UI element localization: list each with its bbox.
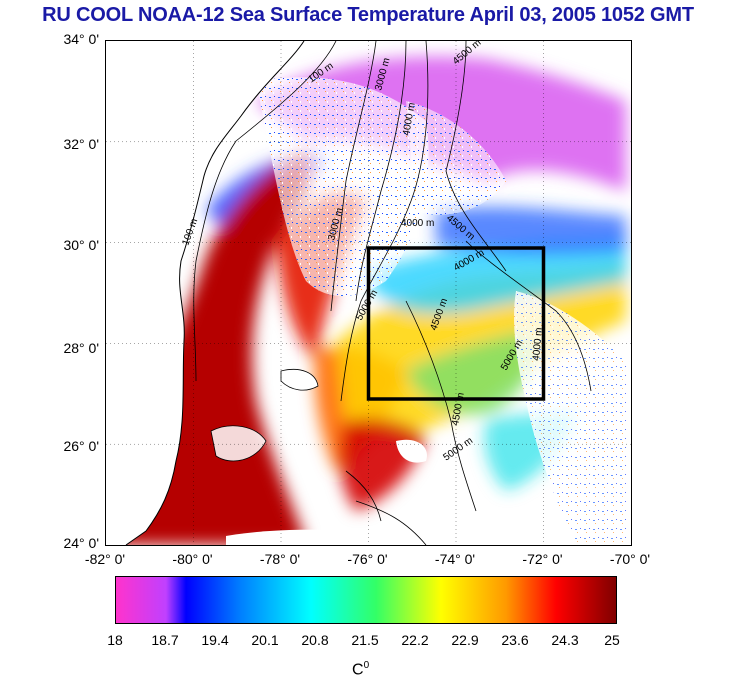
colorbar-tick: 20.1	[251, 632, 279, 648]
lat-label: 24° 0'	[63, 535, 99, 551]
map-title: RU COOL NOAA-12 Sea Surface Temperature …	[42, 4, 694, 26]
lat-label: 26° 0'	[63, 438, 99, 454]
lon-label: -82° 0'	[84, 551, 126, 567]
lat-label: 28° 0'	[63, 340, 99, 356]
contour-label: 4000 m	[401, 218, 434, 229]
study-box	[366, 246, 546, 401]
colorbar-unit: C0	[352, 660, 370, 679]
color-scale-bar	[115, 576, 617, 624]
lon-label: -78° 0'	[259, 551, 301, 567]
colorbar-tick: 20.8	[301, 632, 329, 648]
colorbar-tick: 24.3	[551, 632, 579, 648]
lon-label: -76° 0'	[347, 551, 388, 567]
colorbar-tick: 19.4	[201, 632, 229, 648]
lat-label: 30° 0'	[63, 237, 99, 253]
colorbar-tick: 18.7	[151, 632, 179, 648]
colorbar-tick: 25	[604, 632, 620, 648]
sst-map[interactable]: 100 m 100 m 3000 m 4500 m 4000 m 3000 m …	[105, 40, 632, 546]
lon-label: -74° 0'	[434, 551, 476, 567]
lon-label: -70° 0'	[609, 551, 651, 567]
colorbar-tick: 21.5	[351, 632, 379, 648]
colorbar-tick: 22.9	[451, 632, 479, 648]
colorbar-tick: 23.6	[501, 632, 529, 648]
colorbar-tick: 22.2	[401, 632, 429, 648]
contour-label: 4000 m	[531, 327, 545, 361]
lat-label: 34° 0'	[63, 31, 99, 47]
lon-label: -72° 0'	[522, 551, 563, 567]
lon-label: -80° 0'	[172, 551, 213, 567]
colorbar-tick: 18	[107, 632, 123, 648]
lat-label: 32° 0'	[63, 136, 99, 152]
